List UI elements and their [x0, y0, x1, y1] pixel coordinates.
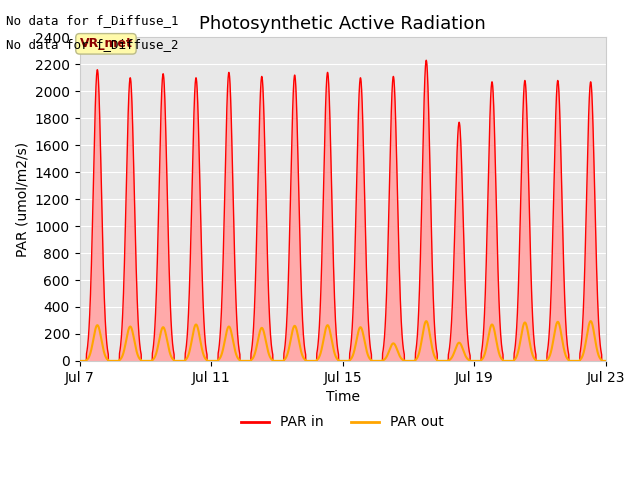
Text: No data for f_Diffuse_1: No data for f_Diffuse_1 — [6, 14, 179, 27]
Text: VR_met: VR_met — [79, 37, 132, 50]
Text: No data for f_Diffuse_2: No data for f_Diffuse_2 — [6, 38, 179, 51]
Y-axis label: PAR (umol/m2/s): PAR (umol/m2/s) — [15, 142, 29, 257]
Legend: PAR in, PAR out: PAR in, PAR out — [236, 410, 450, 435]
Title: Photosynthetic Active Radiation: Photosynthetic Active Radiation — [199, 15, 486, 33]
X-axis label: Time: Time — [326, 390, 360, 404]
